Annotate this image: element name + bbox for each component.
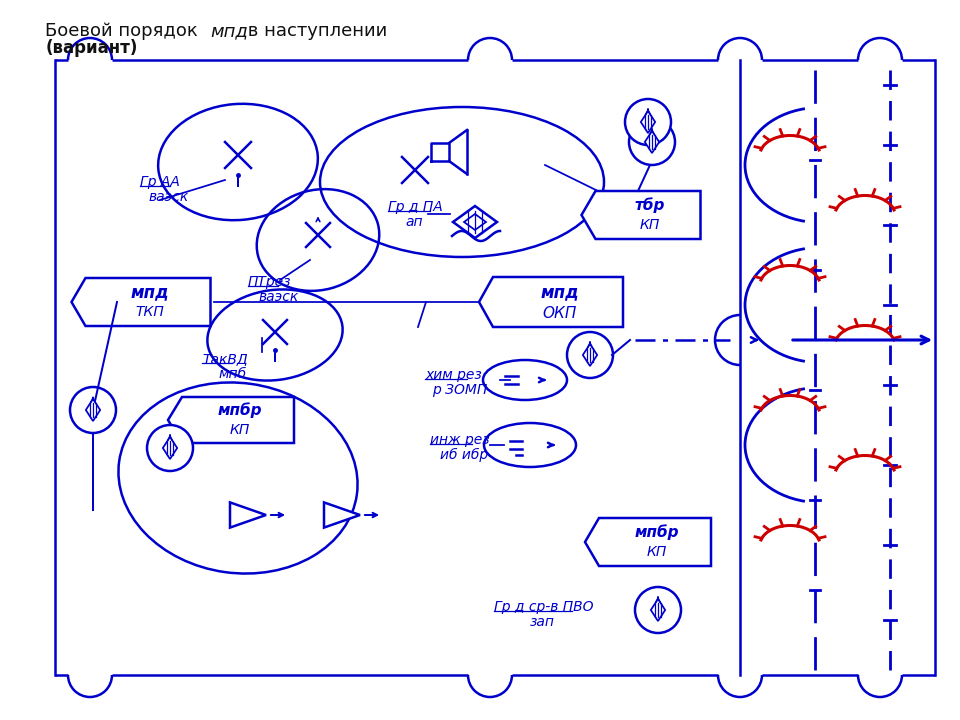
Text: Гр д ср-в ПВО: Гр д ср-в ПВО [494, 600, 593, 614]
Text: КП: КП [640, 218, 660, 232]
Polygon shape [163, 437, 178, 459]
Text: мпбр: мпбр [635, 524, 680, 540]
Text: в наступлении: в наступлении [242, 22, 387, 40]
Text: Боевой порядок: Боевой порядок [45, 22, 204, 40]
Circle shape [629, 119, 675, 165]
Polygon shape [230, 503, 266, 528]
Text: Гр д ПА: Гр д ПА [388, 200, 443, 214]
Text: хим рез: хим рез [425, 368, 482, 382]
Text: ап: ап [405, 215, 422, 229]
Polygon shape [582, 191, 701, 239]
Polygon shape [645, 131, 660, 153]
Polygon shape [85, 399, 100, 421]
Text: инж рез: инж рез [430, 433, 490, 447]
Circle shape [147, 425, 193, 471]
Text: ТКП: ТКП [135, 305, 164, 319]
Circle shape [70, 387, 116, 433]
Circle shape [635, 587, 681, 633]
Polygon shape [641, 111, 655, 133]
Text: тбр: тбр [635, 197, 665, 213]
Text: КП: КП [229, 423, 251, 437]
Text: мпд: мпд [131, 283, 169, 301]
Text: мпб: мпб [218, 367, 246, 381]
Polygon shape [71, 278, 210, 326]
Polygon shape [651, 599, 665, 621]
Polygon shape [464, 214, 486, 230]
Text: (вариант): (вариант) [46, 39, 138, 57]
Text: мпд: мпд [540, 283, 579, 301]
Text: ОКП: ОКП [542, 305, 577, 320]
Text: Гр АА: Гр АА [140, 175, 180, 189]
Polygon shape [585, 518, 711, 566]
Text: ваэск: ваэск [258, 290, 299, 304]
Text: мпд: мпд [210, 22, 248, 40]
Text: КП: КП [647, 545, 667, 559]
Text: ваэск: ваэск [148, 190, 188, 204]
Text: ТакВД: ТакВД [202, 352, 248, 366]
Text: мпбр: мпбр [218, 402, 262, 418]
Text: ПТрез: ПТрез [248, 275, 292, 289]
Polygon shape [453, 206, 497, 238]
Text: зап: зап [530, 615, 555, 629]
Polygon shape [479, 277, 623, 327]
Circle shape [625, 99, 671, 145]
Polygon shape [583, 344, 597, 366]
Polygon shape [168, 397, 294, 443]
Polygon shape [324, 503, 360, 528]
Text: иб ибр: иб ибр [440, 448, 488, 462]
Circle shape [567, 332, 613, 378]
Text: р ЗОМП: р ЗОМП [432, 383, 488, 397]
